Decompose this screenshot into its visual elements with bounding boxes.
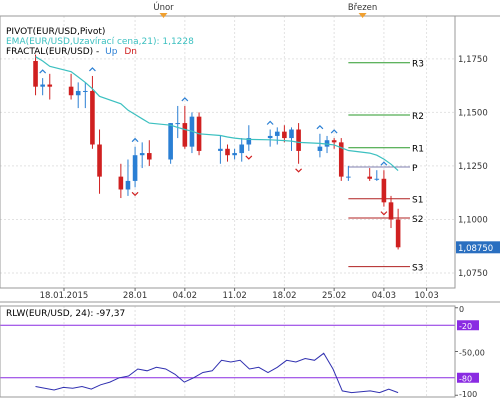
pivot-label: R3 xyxy=(412,60,424,70)
rlw-level-box xyxy=(457,372,479,383)
pivot-label: P xyxy=(412,164,418,174)
rlw-level-label: -80 xyxy=(459,374,472,383)
candle-body xyxy=(218,148,223,151)
candle-body xyxy=(225,148,230,156)
fractal-down-marker xyxy=(131,191,139,197)
candle-body xyxy=(246,138,252,145)
fractal-up-marker xyxy=(330,129,338,134)
rlw-y-tick-label: -50,00 xyxy=(459,349,485,358)
candle-body xyxy=(118,176,124,190)
fractal-up-marker xyxy=(316,124,324,130)
candle-body xyxy=(282,131,287,139)
candle-body xyxy=(338,142,344,177)
x-tick-label: 10.03 xyxy=(414,291,438,301)
x-tick-label: 18.02 xyxy=(272,291,296,301)
y-tick-label: 1,0750 xyxy=(458,269,488,279)
y-tick-label: 1,1750 xyxy=(458,55,488,65)
fractal-down-marker xyxy=(245,155,253,160)
candle-body xyxy=(267,135,273,139)
rlw-title: RLW(EUR/USD, 24): -97,37 xyxy=(6,309,125,319)
fractal-down-marker xyxy=(380,211,388,216)
fractal-markers xyxy=(39,67,388,216)
candle-body xyxy=(395,219,401,248)
pivot-levels: R3 R2 R1 P S1 S2 S3 xyxy=(348,60,424,274)
rlw-y-tick-label: -100 xyxy=(459,390,477,399)
ema-line xyxy=(35,56,399,172)
candle-body xyxy=(75,90,81,96)
candle-body xyxy=(232,153,237,156)
candle-body xyxy=(146,153,152,160)
candle-body xyxy=(168,123,173,160)
legend-ema: EMA(EUR/USD,Uzavírací cena,21): 1,1228 xyxy=(6,37,194,47)
candle-body xyxy=(83,90,88,92)
candle-body xyxy=(47,84,53,87)
x-tick-label: 11.02 xyxy=(222,291,246,301)
candle-body xyxy=(331,140,337,143)
candle-body xyxy=(33,60,38,87)
legend-fractal-up: Up xyxy=(105,47,118,57)
fractal-up-marker xyxy=(88,67,96,72)
candle-body xyxy=(182,123,188,147)
candle-body xyxy=(68,86,74,96)
candle-body xyxy=(388,202,394,220)
pivot-label: R1 xyxy=(412,145,424,155)
legend-fractal-dn: Dn xyxy=(124,47,137,57)
candle-body xyxy=(97,144,102,177)
fractal-up-marker xyxy=(266,120,274,125)
y-tick-label: 1,1000 xyxy=(458,215,488,225)
fractal-up-marker xyxy=(131,137,139,143)
month-marker-label: Březen xyxy=(348,3,377,13)
month-marker-triangle xyxy=(358,13,367,18)
fractal-down-marker xyxy=(295,168,303,173)
x-tick-label: 28.01 xyxy=(123,291,147,301)
rlw-level-label: -20 xyxy=(459,322,472,331)
candle-body xyxy=(289,129,294,139)
pivot-label: S3 xyxy=(412,264,423,274)
month-marker-label: Únor xyxy=(153,1,174,13)
candle-body xyxy=(90,90,95,145)
y-tick-label: 1,1500 xyxy=(458,108,488,118)
rlw-line xyxy=(35,352,399,394)
legend-fractal-prefix: FRACTAL(EUR/USD) - xyxy=(6,47,99,57)
candle-body xyxy=(125,180,131,190)
ema-line-group xyxy=(35,56,399,172)
candle-body xyxy=(139,153,145,156)
fractal-up-marker xyxy=(39,69,47,74)
fractal-up-marker xyxy=(380,161,388,166)
fractal-up-marker xyxy=(181,97,189,102)
legend-pivot: PIVOT(EUR/USD,Pivot) xyxy=(6,27,105,37)
x-tick-label: 25.02 xyxy=(322,291,346,301)
candle-body xyxy=(274,131,280,136)
candle-body xyxy=(175,123,181,125)
rlw-line-group: -20 -80 xyxy=(0,320,479,394)
candle-body xyxy=(239,144,245,154)
pivot-label: R2 xyxy=(412,112,424,122)
candle-body xyxy=(324,140,330,147)
candle-body xyxy=(381,178,387,203)
rlw-level-box xyxy=(457,320,479,331)
candle-body xyxy=(40,84,45,87)
candle-body xyxy=(367,176,372,179)
x-tick-label: 18.01.2015 xyxy=(40,291,89,301)
pivot-label: S2 xyxy=(412,215,423,225)
rlw-y-tick-label: 0 xyxy=(459,305,464,314)
month-marker-triangle xyxy=(159,13,168,18)
candle-body xyxy=(346,176,351,178)
x-tick-label: 04.03 xyxy=(372,291,396,301)
current-price-label: 1,08750 xyxy=(458,244,493,254)
candle-body xyxy=(296,129,301,151)
legend-fractal: FRACTAL(EUR/USD) - Up Dn xyxy=(6,47,137,57)
rlw-panel-grid xyxy=(63,306,428,397)
pivot-label: S1 xyxy=(412,196,423,206)
candle-body xyxy=(317,146,323,151)
current-price-box xyxy=(456,241,500,254)
candle-body xyxy=(132,155,138,181)
x-tick-label: 04.02 xyxy=(173,291,197,301)
y-tick-label: 1,1250 xyxy=(458,162,488,172)
candle-body xyxy=(374,178,380,180)
